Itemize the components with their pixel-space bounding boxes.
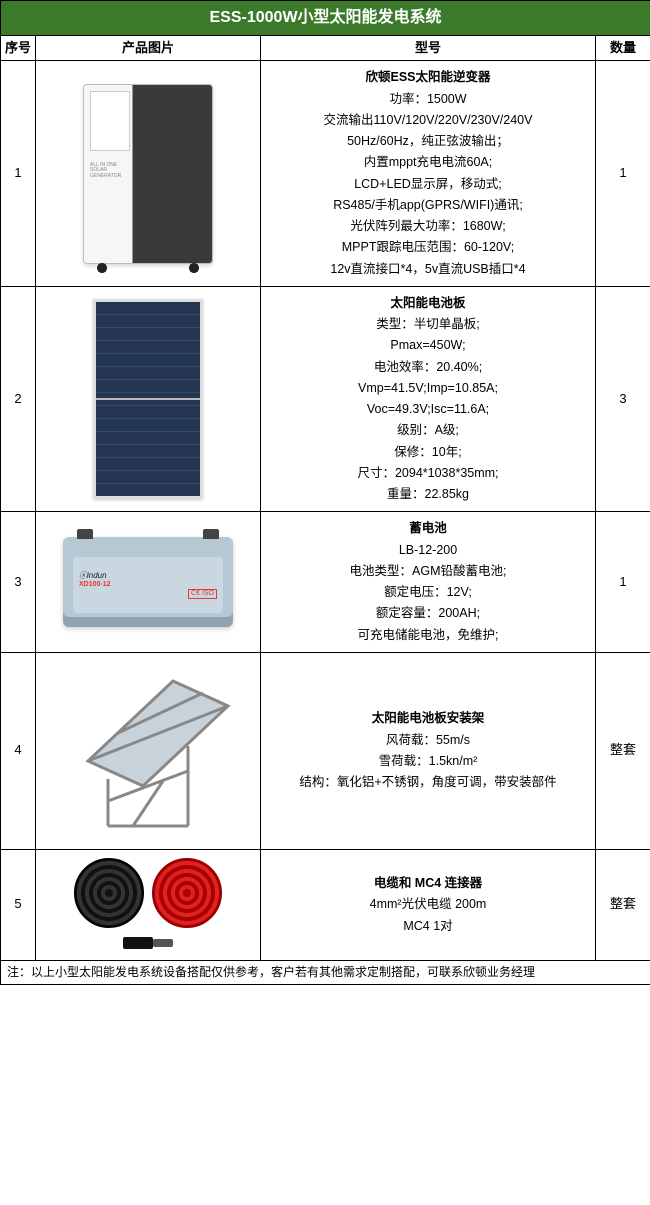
header-row: 序号 产品图片 型号 数量	[1, 35, 650, 61]
mc4-connector-icon	[123, 934, 173, 952]
spec-line: 4mm²光伏电缆 200m	[265, 894, 591, 915]
spec-line: 50Hz/60Hz，纯正弦波输出；	[265, 131, 591, 152]
title-row: ESS-1000W小型太阳能发电系统	[1, 1, 650, 36]
spec-line: 内置mppt充电电流60A;	[265, 152, 591, 173]
spec-line: 交流输出110V/120V/220V/230V/240V	[265, 110, 591, 131]
spec-line: LB-12-200	[265, 540, 591, 561]
row-idx: 4	[1, 652, 36, 849]
spec-line: 重量：22.85kg	[265, 484, 591, 505]
col-idx-header: 序号	[1, 35, 36, 61]
spec-line: 级别：A级;	[265, 420, 591, 441]
product-image-cell: ALL IN ONE SOLAR GENERATOR	[36, 61, 261, 287]
col-model-header: 型号	[261, 35, 596, 61]
spec-cell: 欣顿ESS太阳能逆变器 功率：1500W 交流输出110V/120V/220V/…	[261, 61, 596, 287]
row-idx: 2	[1, 286, 36, 512]
spec-cell: 蓄电池 LB-12-200 电池类型：AGM铅酸蓄电池; 额定电压：12V; 额…	[261, 512, 596, 653]
solar-panel-icon	[93, 299, 203, 499]
spec-line: Voc=49.3V;Isc=11.6A;	[265, 399, 591, 420]
spec-line: RS485/手机app(GPRS/WIFI)通讯;	[265, 195, 591, 216]
spec-line: MPPT跟踪电压范围：60-120V;	[265, 237, 591, 258]
spec-line: Pmax=450W;	[265, 335, 591, 356]
spec-cell: 太阳能电池板安装架 风荷载：55m/s 雪荷载：1.5kn/m² 结构：氧化铝+…	[261, 652, 596, 849]
spec-line: 12v直流接口*4，5v直流USB插口*4	[265, 259, 591, 280]
spec-title: 太阳能电池板	[265, 293, 591, 314]
cable-icon	[74, 858, 222, 928]
spec-line: LCD+LED显示屏，移动式;	[265, 174, 591, 195]
product-image-cell	[36, 286, 261, 512]
spec-line: 雪荷载：1.5kn/m²	[265, 751, 591, 772]
spec-line: Vmp=41.5V;Imp=10.85A;	[265, 378, 591, 399]
spec-line: 类型：半切单晶板;	[265, 314, 591, 335]
row-qty: 3	[596, 286, 650, 512]
spec-line: 尺寸：2094*1038*35mm;	[265, 463, 591, 484]
spec-line: 光伏阵列最大功率：1680W;	[265, 216, 591, 237]
spec-line: 电池效率：20.40%;	[265, 357, 591, 378]
row-qty: 1	[596, 61, 650, 287]
row-idx: 5	[1, 849, 36, 960]
spec-line: 额定容量：200AH;	[265, 603, 591, 624]
spec-line: 风荷载：55m/s	[265, 730, 591, 751]
spec-line: 电池类型：AGM铅酸蓄电池;	[265, 561, 591, 582]
spec-line: 额定电压：12V;	[265, 582, 591, 603]
spec-line: MC4 1对	[265, 916, 591, 937]
battery-icon: ⓧindun XD100-12 C€ ISO	[63, 537, 233, 627]
spec-title: 欣顿ESS太阳能逆变器	[265, 67, 591, 88]
table-title: ESS-1000W小型太阳能发电系统	[1, 1, 650, 36]
note-text: 注：以上小型太阳能发电系统设备搭配仅供参考，客户若有其他需求定制搭配，可联系欣顿…	[1, 960, 650, 984]
spec-line: 功率：1500W	[265, 89, 591, 110]
row-idx: 1	[1, 61, 36, 287]
table-row: 1 ALL IN ONE SOLAR GENERATOR 欣顿ESS太阳能逆变器…	[1, 61, 650, 287]
spec-title: 太阳能电池板安装架	[265, 708, 591, 729]
row-qty: 整套	[596, 849, 650, 960]
spec-line: 结构：氧化铝+不锈钢，角度可调，带安装部件	[265, 772, 591, 793]
spec-title: 蓄电池	[265, 518, 591, 539]
table-row: 5 电缆和 MC4 连接器 4mm²光伏电缆 200m MC4 1对 整套	[1, 849, 650, 960]
spec-title: 电缆和 MC4 连接器	[265, 873, 591, 894]
table-row: 3 ⓧindun XD100-12 C€ ISO 蓄电池 LB-12-200 电…	[1, 512, 650, 653]
inverter-icon: ALL IN ONE SOLAR GENERATOR	[83, 84, 213, 264]
mount-rack-icon	[58, 661, 238, 841]
note-row: 注：以上小型太阳能发电系统设备搭配仅供参考，客户若有其他需求定制搭配，可联系欣顿…	[1, 960, 650, 984]
col-qty-header: 数量	[596, 35, 650, 61]
spec-table: ESS-1000W小型太阳能发电系统 序号 产品图片 型号 数量 1 ALL I…	[0, 0, 650, 985]
spec-cell: 太阳能电池板 类型：半切单晶板; Pmax=450W; 电池效率：20.40%;…	[261, 286, 596, 512]
spec-line: 保修：10年;	[265, 442, 591, 463]
table-row: 2 太阳能电池板 类型：半切单晶板; Pmax=450W; 电池效率：20.40…	[1, 286, 650, 512]
product-image-cell	[36, 652, 261, 849]
table-row: 4 太阳能电池板安装架 风荷载	[1, 652, 650, 849]
spec-cell: 电缆和 MC4 连接器 4mm²光伏电缆 200m MC4 1对	[261, 849, 596, 960]
product-image-cell	[36, 849, 261, 960]
row-idx: 3	[1, 512, 36, 653]
row-qty: 1	[596, 512, 650, 653]
col-img-header: 产品图片	[36, 35, 261, 61]
product-image-cell: ⓧindun XD100-12 C€ ISO	[36, 512, 261, 653]
spec-line: 可充电储能电池，免维护;	[265, 625, 591, 646]
row-qty: 整套	[596, 652, 650, 849]
